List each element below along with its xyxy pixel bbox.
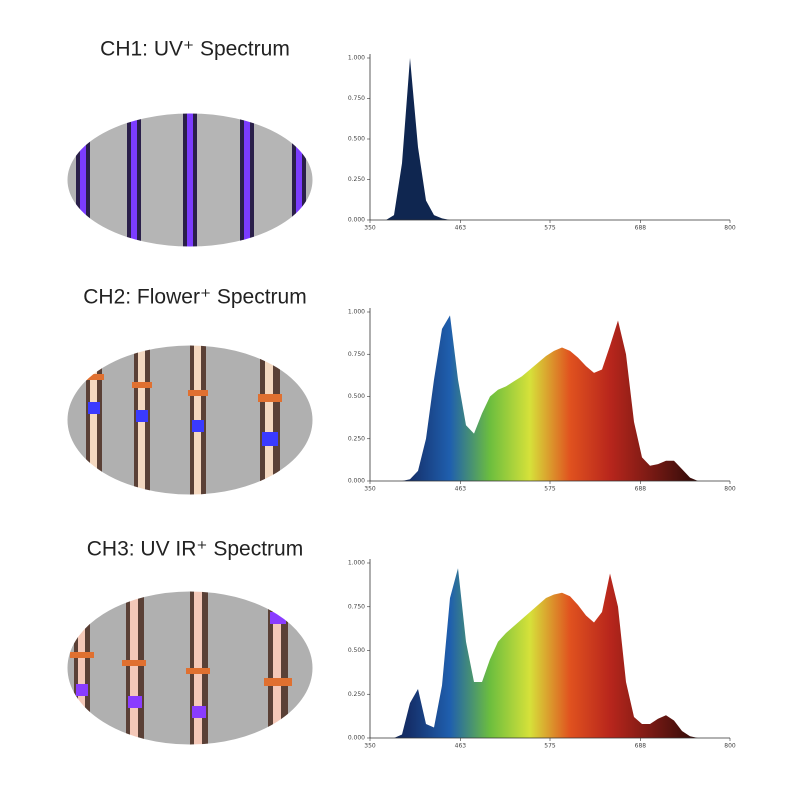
y-tick-label: 0.750 xyxy=(348,603,365,610)
led-photo xyxy=(66,112,314,248)
y-tick-label: 0.250 xyxy=(348,691,365,698)
x-tick-label: 575 xyxy=(544,225,556,232)
y-tick-label: 0.250 xyxy=(348,176,365,183)
x-tick-label: 575 xyxy=(544,743,556,750)
x-tick-label: 688 xyxy=(635,743,647,750)
chart-title: CH2: Flower⁺ Spectrum xyxy=(83,286,306,309)
photo-frame xyxy=(64,342,316,498)
spectrum-area xyxy=(370,58,730,220)
y-tick-label: 1.000 xyxy=(348,309,365,316)
y-tick-label: 0.000 xyxy=(348,735,365,742)
x-tick-label: 575 xyxy=(544,486,556,493)
x-tick-label: 463 xyxy=(455,486,467,493)
photo-frame xyxy=(64,110,316,250)
chart-title: CH1: UV⁺ Spectrum xyxy=(100,38,290,61)
x-tick-label: 350 xyxy=(364,743,376,750)
x-tick-label: 350 xyxy=(364,225,376,232)
y-tick-label: 0.000 xyxy=(348,217,365,224)
y-tick-label: 0.000 xyxy=(348,478,365,485)
led-photo xyxy=(66,344,314,496)
x-tick-label: 800 xyxy=(724,225,736,232)
chart-title: CH3: UV IR⁺ Spectrum xyxy=(87,538,303,561)
x-tick-label: 800 xyxy=(724,486,736,493)
y-tick-label: 0.500 xyxy=(348,393,365,400)
y-tick-label: 0.500 xyxy=(348,136,365,143)
y-tick-label: 0.750 xyxy=(348,351,365,358)
y-tick-label: 1.000 xyxy=(348,55,365,62)
x-tick-label: 800 xyxy=(724,743,736,750)
x-tick-label: 463 xyxy=(455,225,467,232)
x-tick-label: 350 xyxy=(364,486,376,493)
spectrum-area xyxy=(370,568,730,738)
spectrum-area xyxy=(370,315,730,481)
y-tick-label: 0.500 xyxy=(348,647,365,654)
x-tick-label: 688 xyxy=(635,486,647,493)
led-photo xyxy=(66,590,314,746)
photo-frame xyxy=(64,588,316,748)
x-tick-label: 463 xyxy=(455,743,467,750)
x-tick-label: 688 xyxy=(635,225,647,232)
y-tick-label: 0.250 xyxy=(348,435,365,442)
y-tick-label: 0.750 xyxy=(348,95,365,102)
y-tick-label: 1.000 xyxy=(348,560,365,567)
